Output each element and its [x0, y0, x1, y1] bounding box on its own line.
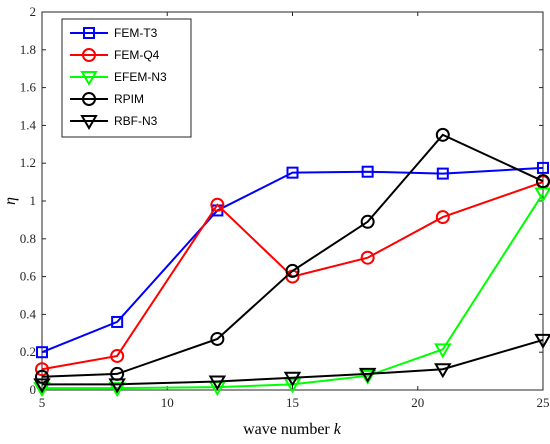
x-tick-label: 20	[411, 395, 424, 410]
y-tick-label: 1.8	[20, 42, 36, 57]
series-line	[41, 166, 544, 354]
y-tick-label: 1.2	[20, 155, 36, 170]
data-point	[358, 367, 377, 383]
y-tick-label: 1.6	[20, 80, 37, 95]
legend-label: RPIM	[114, 92, 144, 106]
series-layer	[33, 127, 550, 398]
legend-marker	[80, 71, 98, 86]
data-point	[108, 382, 126, 398]
data-point	[434, 343, 452, 359]
data-point	[361, 165, 374, 178]
data-point	[110, 348, 125, 363]
legend: FEM-T3 FEM-Q4 EFEM-N3 RPIM RBF-N3	[61, 18, 192, 138]
y-tick-label: 1.4	[20, 117, 37, 132]
legend-label: RBF-N3	[114, 114, 158, 128]
legend-entry: FEM-Q4	[70, 48, 160, 62]
x-tick-label: 5	[39, 395, 46, 410]
x-axis-variable: k	[334, 421, 342, 438]
series-rpim	[35, 127, 550, 384]
data-point	[35, 362, 49, 377]
legend-entry: EFEM-N3	[70, 70, 167, 86]
data-point	[108, 378, 126, 394]
x-axis-label-text: wave number	[243, 421, 330, 438]
legend-marker	[82, 92, 96, 106]
legend-marker	[80, 115, 98, 130]
x-axis-label: wave number k	[243, 421, 342, 438]
legend-entry: FEM-T3	[70, 26, 158, 40]
y-axis-label: η	[2, 197, 19, 205]
y-tick-label: 0.4	[20, 306, 37, 321]
y-tick-label: 0	[30, 382, 37, 397]
data-point	[286, 166, 299, 179]
series-rbf-n3	[33, 333, 550, 394]
data-point	[537, 161, 549, 174]
data-point	[35, 369, 49, 384]
legend-label: FEM-T3	[114, 26, 158, 40]
series-line	[42, 338, 544, 386]
legend-marker	[82, 48, 96, 62]
y-tick-label: 1	[30, 193, 37, 208]
legend-entry: RPIM	[70, 92, 144, 106]
x-tick-label: 15	[286, 395, 299, 410]
x-tick-label: 10	[161, 395, 174, 410]
data-point	[536, 174, 550, 189]
axis-ticks: 5 10 15 20 25 0 0.2 0.4 0.6 0.8 1 1.2 1.4 1.6 1.8 2	[20, 4, 550, 410]
legend-label: FEM-Q4	[114, 48, 160, 62]
y-tick-label: 0.6	[20, 269, 37, 284]
data-point	[33, 378, 51, 394]
data-point	[534, 187, 550, 203]
legend-marker	[83, 27, 95, 39]
data-point	[434, 363, 452, 379]
data-point	[435, 127, 450, 142]
data-point	[360, 214, 375, 229]
y-tick-label: 0.8	[20, 231, 36, 246]
series-line	[41, 133, 544, 378]
y-tick-label: 2	[30, 4, 37, 19]
y-tick-label: 0.2	[20, 344, 36, 359]
x-tick-label: 25	[537, 395, 550, 410]
data-point	[283, 378, 302, 394]
data-point	[435, 210, 450, 225]
legend-label: EFEM-N3	[114, 70, 167, 84]
series-fem-t3	[36, 161, 549, 359]
legend-entry: RBF-N3	[70, 114, 158, 130]
data-point	[210, 197, 225, 212]
data-point	[436, 167, 449, 180]
data-point	[285, 263, 300, 278]
data-point	[360, 250, 375, 265]
data-point	[210, 331, 225, 346]
data-point	[36, 346, 48, 359]
data-point	[111, 315, 124, 328]
data-point	[534, 333, 550, 349]
data-point	[208, 375, 227, 391]
data-point	[283, 371, 302, 387]
